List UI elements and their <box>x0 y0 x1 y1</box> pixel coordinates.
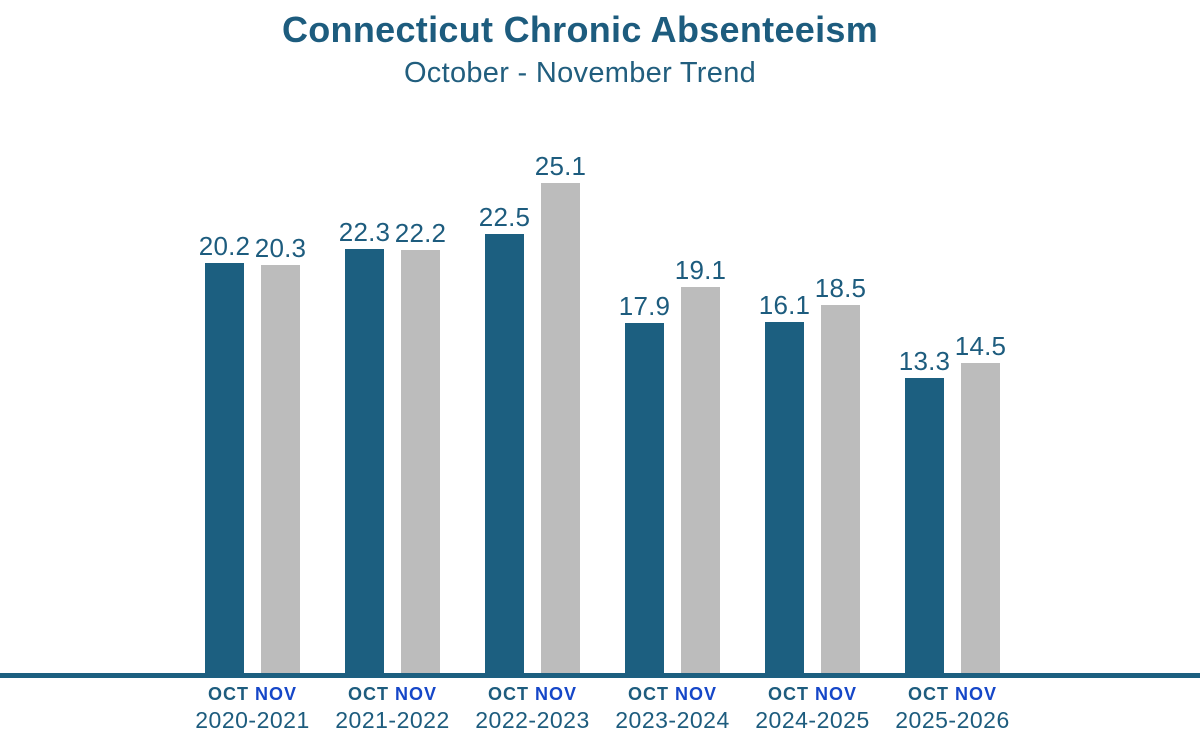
nov-value-label: 14.5 <box>954 331 1007 361</box>
group-label: OCT NOV 2025-2026 <box>882 682 1024 734</box>
year-label: 2024-2025 <box>755 707 870 733</box>
nov-value-label: 18.5 <box>814 273 867 303</box>
group-label: OCT NOV 2022-2023 <box>462 682 604 734</box>
nov-value-label: 19.1 <box>674 255 727 285</box>
oct-value-label: 16.1 <box>758 290 811 320</box>
year-label: 2025-2026 <box>895 707 1010 733</box>
oct-value-label: 17.9 <box>618 291 671 321</box>
oct-month-label: OCT <box>487 684 529 704</box>
oct-bar <box>905 378 944 673</box>
month-labels: OCT NOV <box>182 682 324 706</box>
x-axis-line <box>0 673 1200 678</box>
month-labels: OCT NOV <box>742 682 884 706</box>
nov-bar <box>401 250 440 673</box>
nov-month-label: NOV <box>815 684 858 704</box>
group-label: OCT NOV 2020-2021 <box>182 682 324 734</box>
oct-month-label: OCT <box>907 684 949 704</box>
oct-value-label: 13.3 <box>898 346 951 376</box>
month-labels: OCT NOV <box>882 682 1024 706</box>
nov-month-label: NOV <box>675 684 718 704</box>
nov-bar <box>541 183 580 673</box>
year-label: 2023-2024 <box>615 707 730 733</box>
month-labels: OCT NOV <box>602 682 744 706</box>
nov-bar <box>961 363 1000 673</box>
oct-month-label: OCT <box>207 684 249 704</box>
nov-bar <box>681 287 720 673</box>
year-label: 2021-2022 <box>335 707 450 733</box>
nov-value-label: 22.2 <box>394 218 447 248</box>
oct-month-label: OCT <box>347 684 389 704</box>
nov-month-label: NOV <box>395 684 438 704</box>
chart-subtitle: October - November Trend <box>403 57 757 89</box>
month-labels: OCT NOV <box>322 682 464 706</box>
oct-bar <box>485 234 524 673</box>
month-labels: OCT NOV <box>462 682 604 706</box>
oct-bar <box>205 263 244 673</box>
oct-value-label: 22.3 <box>338 217 391 247</box>
nov-month-label: NOV <box>255 684 298 704</box>
oct-month-label: OCT <box>627 684 669 704</box>
nov-bar <box>821 305 860 673</box>
group-label: OCT NOV 2021-2022 <box>322 682 464 734</box>
oct-value-label: 20.2 <box>198 231 251 261</box>
oct-bar <box>345 249 384 673</box>
nov-bar <box>261 265 300 673</box>
nov-value-label: 25.1 <box>534 151 587 181</box>
oct-bar <box>625 323 664 673</box>
group-label: OCT NOV 2023-2024 <box>602 682 744 734</box>
chart-title: Connecticut Chronic Absenteeism <box>281 9 879 50</box>
oct-bar <box>765 322 804 673</box>
group-label: OCT NOV 2024-2025 <box>742 682 884 734</box>
oct-value-label: 22.5 <box>478 202 531 232</box>
nov-month-label: NOV <box>535 684 578 704</box>
oct-month-label: OCT <box>767 684 809 704</box>
nov-month-label: NOV <box>955 684 998 704</box>
year-label: 2020-2021 <box>195 707 310 733</box>
nov-value-label: 20.3 <box>254 233 307 263</box>
year-label: 2022-2023 <box>475 707 590 733</box>
